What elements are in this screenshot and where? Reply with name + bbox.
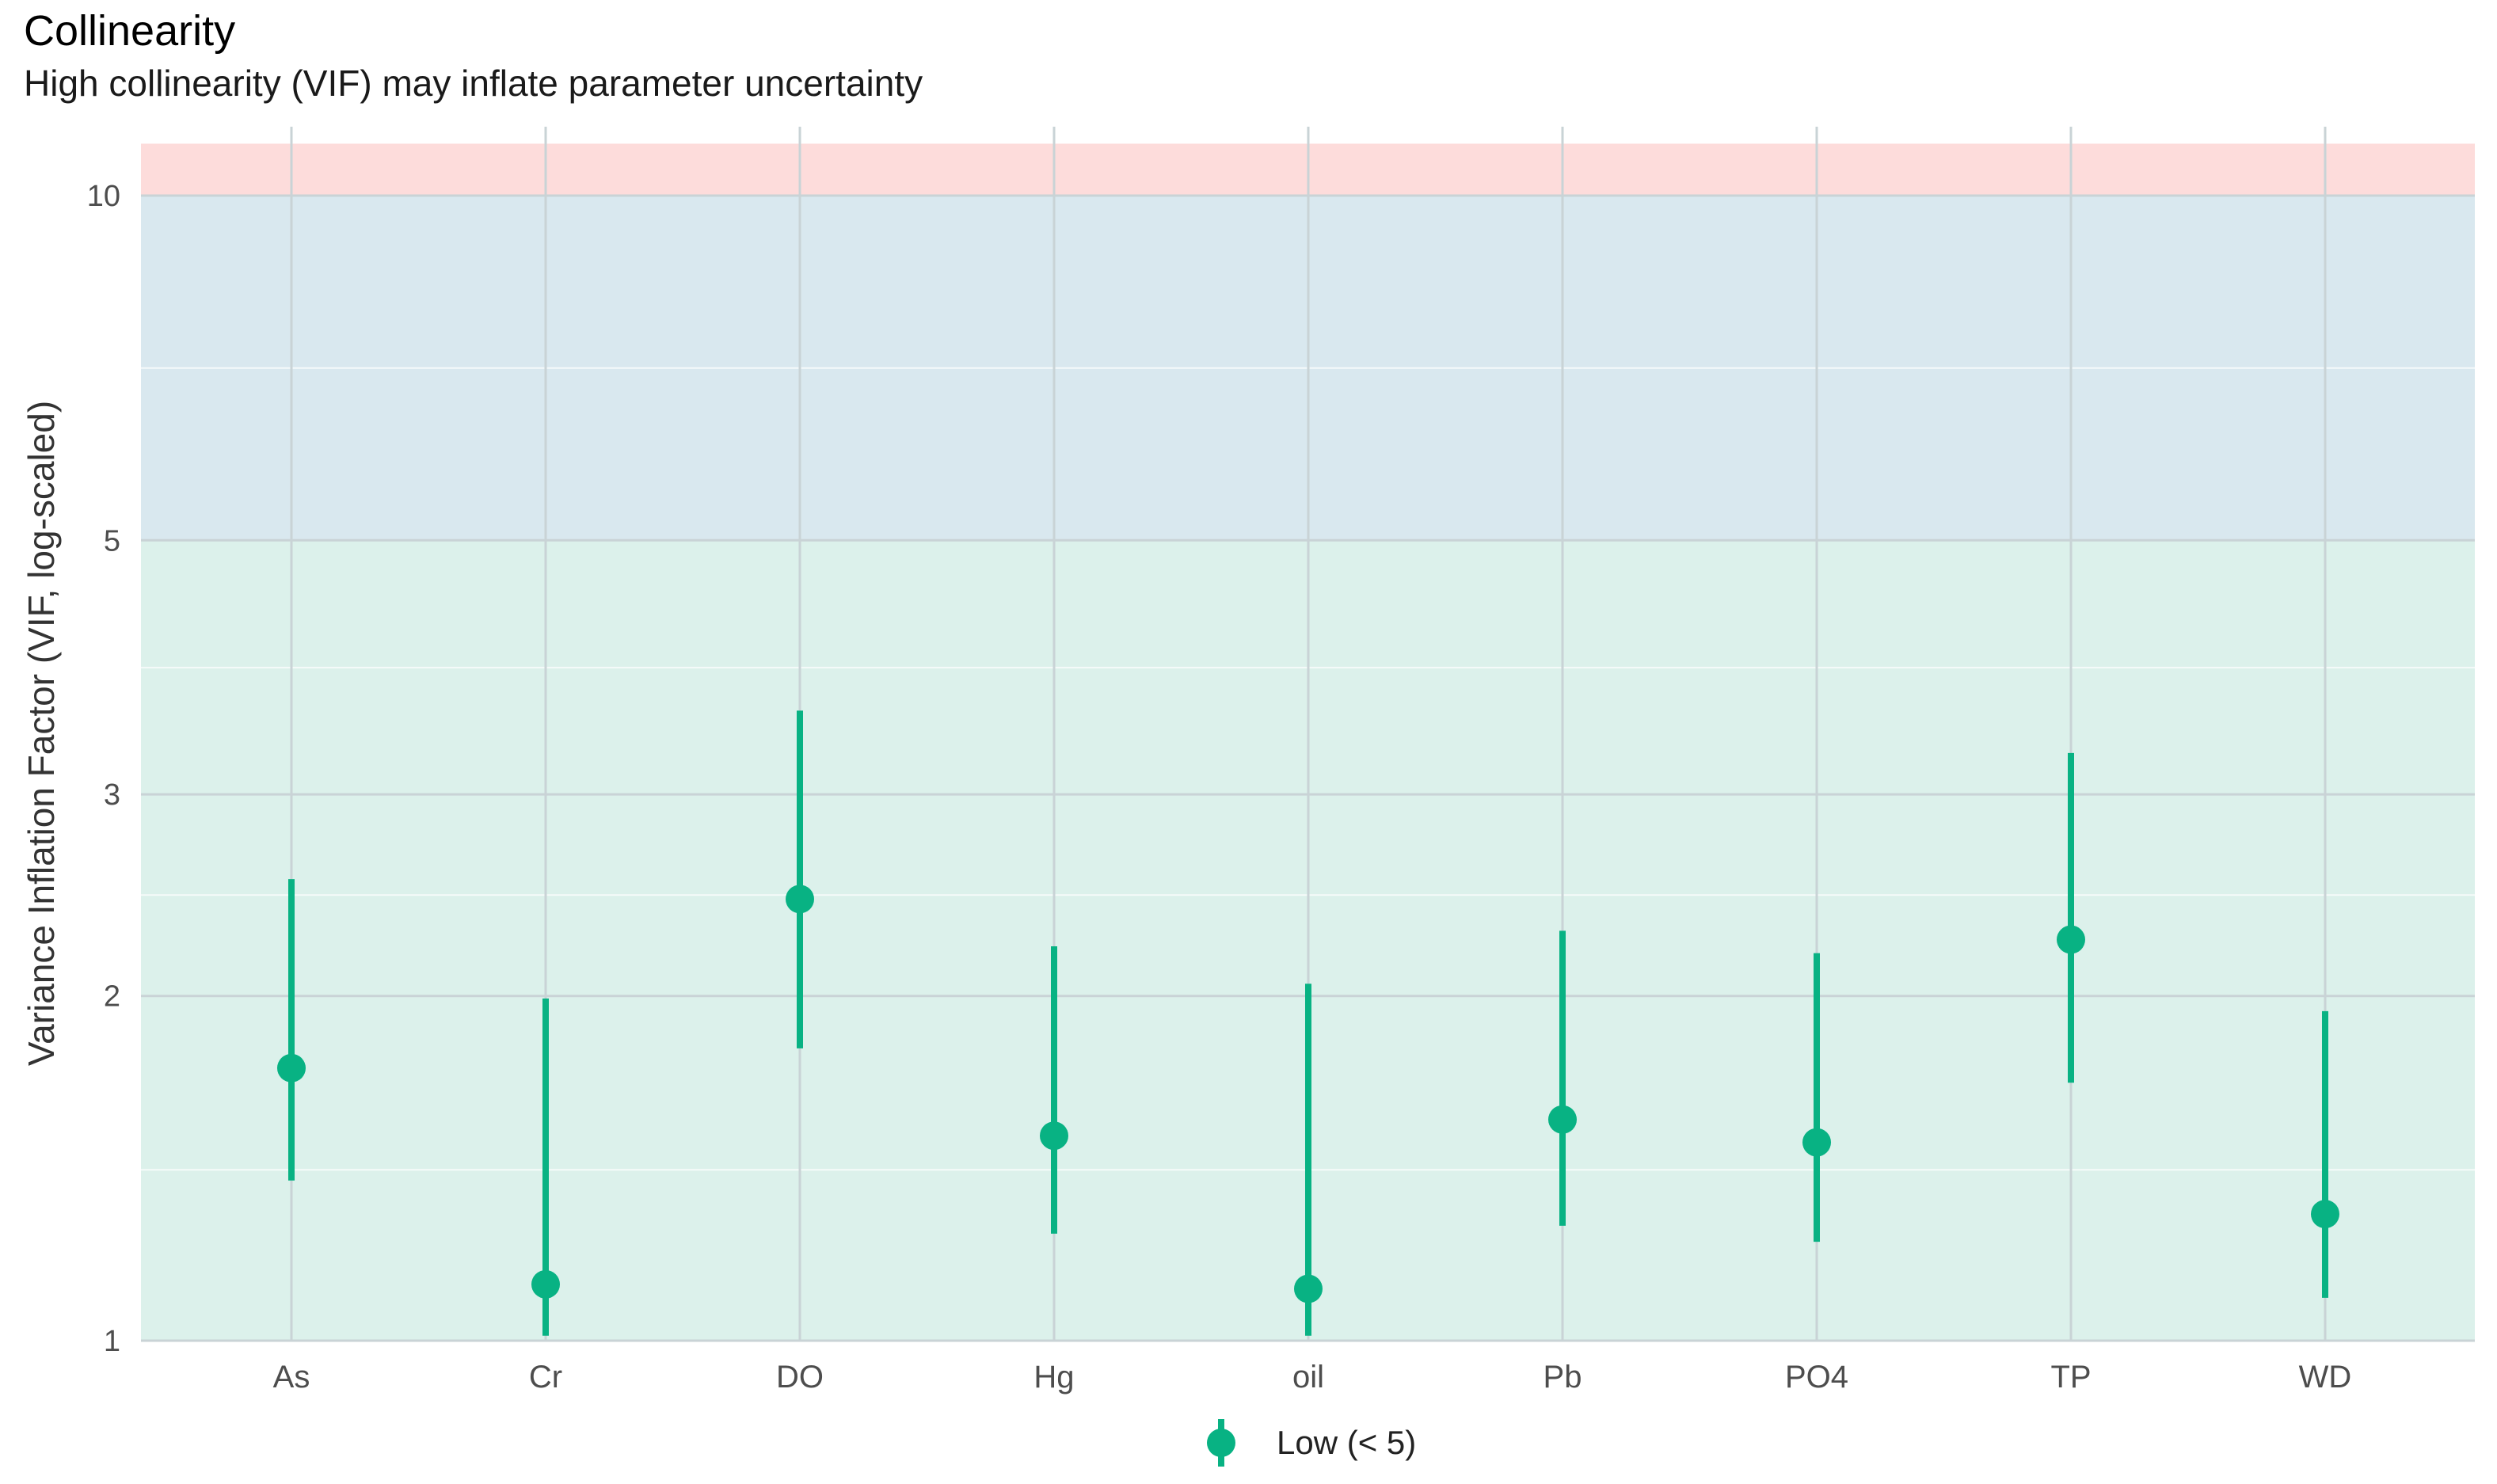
y-axis-ticks: 1 2 3 5 10 — [87, 180, 120, 1358]
x-axis-ticks: As Cr DO Hg oil Pb PO4 TP WD — [273, 1360, 2352, 1395]
point-Pb — [1548, 1105, 1577, 1134]
x-tick-label-3: Hg — [1033, 1360, 1074, 1395]
y-axis-label: Variance Inflation Factor (VIF, log-scal… — [21, 401, 62, 1066]
data-marks — [277, 710, 2339, 1336]
point-oil — [1294, 1274, 1323, 1303]
x-tick-label-4: oil — [1292, 1360, 1324, 1395]
x-tick-label-6: PO4 — [1785, 1360, 1848, 1395]
legend: Low (< 5) — [1207, 1419, 1416, 1467]
point-As — [277, 1053, 306, 1083]
legend-label: Low (< 5) — [1277, 1424, 1416, 1461]
y-tick-label-2: 3 — [104, 778, 120, 812]
x-tick-label-0: As — [273, 1360, 310, 1395]
y-tick-label-3: 5 — [104, 524, 120, 557]
chart-title: Collinearity — [24, 7, 236, 55]
y-tick-label-0: 1 — [104, 1325, 120, 1358]
point-TP — [2057, 925, 2085, 954]
chart-subtitle: High collinearity (VIF) may inflate para… — [24, 63, 923, 104]
point-Cr — [531, 1269, 560, 1299]
x-tick-label-1: Cr — [529, 1360, 562, 1395]
legend-key-dot — [1207, 1429, 1235, 1457]
x-tick-label-2: DO — [776, 1360, 824, 1395]
point-Hg — [1040, 1121, 1068, 1151]
y-tick-label-4: 10 — [87, 180, 120, 213]
x-tick-label-7: TP — [2050, 1360, 2091, 1395]
y-tick-label-1: 2 — [104, 980, 120, 1014]
x-tick-label-5: Pb — [1543, 1360, 1582, 1395]
x-tick-label-8: WD — [2299, 1360, 2352, 1395]
point-WD — [2311, 1200, 2339, 1229]
point-DO — [786, 885, 814, 914]
point-PO4 — [1802, 1128, 1831, 1157]
